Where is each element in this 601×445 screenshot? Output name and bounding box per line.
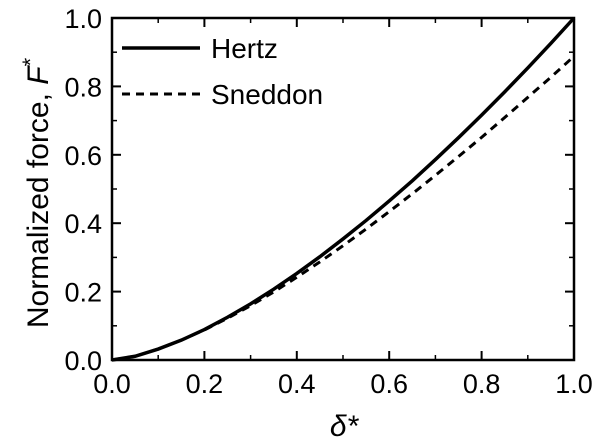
x-tick-label: 0.6 bbox=[370, 369, 408, 399]
y-tick-label: 0.0 bbox=[64, 346, 102, 376]
x-tick-label: 1.0 bbox=[555, 369, 593, 399]
y-tick-label: 0.6 bbox=[64, 141, 102, 171]
y-tick-label: 0.2 bbox=[64, 278, 102, 308]
y-tick-label: 0.8 bbox=[64, 72, 102, 102]
plot-frame bbox=[110, 16, 576, 362]
y-tick-label: 1.0 bbox=[64, 4, 102, 34]
x-tick-label: 0.8 bbox=[463, 369, 501, 399]
y-axis-title: Normalized force, F* bbox=[18, 57, 55, 328]
series-line-hertz bbox=[111, 16, 576, 362]
legend: Hertz Sneddon bbox=[122, 33, 323, 110]
x-axis-title: δ* bbox=[330, 410, 360, 443]
x-tick-label: 0.4 bbox=[278, 369, 316, 399]
x-tick-label: 0.0 bbox=[93, 369, 131, 399]
axes: 0.0 0.2 0.4 0.6 0.8 1.0 0.0 0.2 0.4 0.6 0.8 1.0 bbox=[64, 4, 592, 399]
legend-label-hertz: Hertz bbox=[211, 33, 278, 64]
y-tick-label: 0.4 bbox=[64, 209, 102, 239]
legend-label-sneddon: Sneddon bbox=[211, 79, 323, 110]
plot-area bbox=[111, 16, 576, 362]
series-line-sneddon bbox=[111, 55, 576, 362]
x-tick-label: 0.2 bbox=[186, 369, 224, 399]
